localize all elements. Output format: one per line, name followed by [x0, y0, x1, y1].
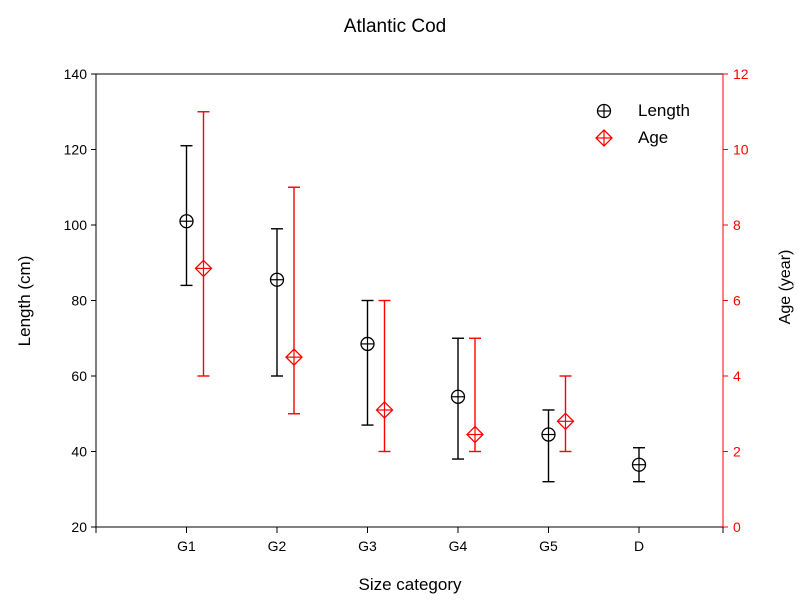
series-age	[194, 111, 575, 453]
legend: Length Age	[595, 101, 690, 147]
data-point-length	[541, 409, 556, 483]
y-tick-label: 100	[64, 217, 88, 233]
x-tick-label: G3	[358, 538, 377, 554]
x-tick-label: G5	[539, 538, 558, 554]
legend-label: Length	[638, 101, 690, 120]
y2-tick-label: 4	[733, 368, 741, 384]
data-point-age	[466, 337, 484, 453]
y-tick-label: 80	[71, 293, 87, 309]
y-tick-label: 20	[71, 519, 87, 535]
data-point-length	[179, 145, 194, 287]
data-point-length	[450, 337, 466, 460]
y-tick-label: 60	[71, 368, 87, 384]
data-point-length	[360, 299, 375, 426]
legend-label: Age	[638, 128, 668, 147]
x-tick-label: G4	[449, 538, 468, 554]
y2-tick-label: 10	[733, 142, 749, 158]
y2-axis-label: Age (year)	[777, 250, 794, 325]
data-point-age	[285, 186, 303, 415]
y2-tick-label: 8	[733, 217, 741, 233]
y-tick-label: 120	[64, 142, 88, 158]
chart-title: Atlantic Cod	[344, 16, 446, 37]
y-axis-label: Length (cm)	[15, 256, 34, 347]
y-axis-left: 20 40 60 80 100 120 140	[64, 66, 96, 535]
y-tick-label: 140	[64, 66, 88, 82]
x-axis: G1 G2 G3 G4 G5 D	[95, 527, 724, 554]
data-point-age	[556, 375, 575, 453]
y-tick-label: 40	[71, 444, 87, 460]
legend-item-age: Age	[595, 128, 668, 147]
legend-item-length: Length	[596, 101, 690, 120]
y-axis-right: 0 2 4 6 8 10 12	[723, 66, 749, 535]
y2-tick-label: 2	[733, 444, 741, 460]
x-tick-label: D	[634, 538, 644, 554]
y2-tick-label: 6	[733, 293, 741, 309]
data-point-length	[631, 447, 647, 483]
x-tick-label: G1	[177, 538, 196, 554]
data-point-age	[194, 111, 213, 377]
y2-tick-label: 12	[733, 66, 749, 82]
x-axis-label: Size category	[359, 575, 462, 594]
data-point-age	[375, 299, 394, 453]
series-length	[179, 145, 647, 483]
y2-tick-label: 0	[733, 519, 741, 535]
data-point-length	[269, 228, 285, 377]
series-layer	[179, 111, 647, 483]
plot-area-frame	[95, 73, 724, 528]
x-tick-label: G2	[268, 538, 287, 554]
